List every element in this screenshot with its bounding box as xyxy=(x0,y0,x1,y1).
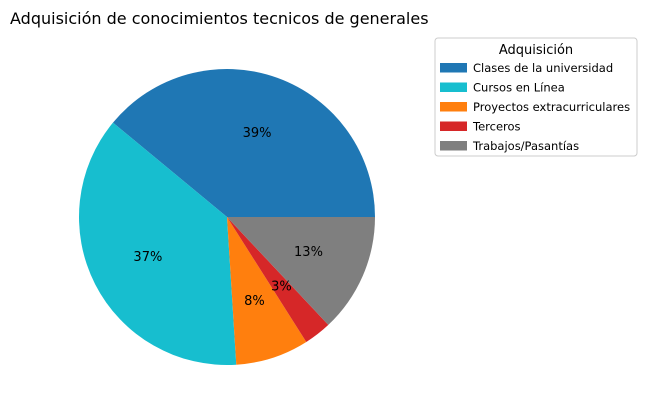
legend-label-5: Trabajos/Pasantías xyxy=(472,139,579,153)
pie-percent-label-4: 3% xyxy=(271,280,292,295)
pie-percent-labels: 39% 37% 8% 3% 13% xyxy=(133,126,323,309)
legend-label-3: Proyectos extracurriculares xyxy=(473,100,630,114)
legend-items: Clases de la universidad Cursos en Línea P… xyxy=(440,61,630,153)
pie-slice-3 xyxy=(227,217,307,365)
pie-percent-label-5: 13% xyxy=(294,245,323,260)
legend-swatch-4 xyxy=(440,121,467,131)
chart-title: Adquisición de conocimientos tecnicos de… xyxy=(10,9,429,28)
legend-label-2: Cursos en Línea xyxy=(473,81,565,95)
legend: Adquisición Clases de la universidad Curs… xyxy=(434,37,638,157)
legend-swatch-5 xyxy=(440,141,467,151)
pie-percent-label-3: 8% xyxy=(244,294,265,309)
pie-percent-label-2: 37% xyxy=(133,250,162,265)
legend-frame xyxy=(434,37,638,157)
pie-slice-4 xyxy=(227,217,329,342)
legend-label-4: Terceros xyxy=(472,120,521,134)
pie-slice-1 xyxy=(112,68,375,217)
pie-slices xyxy=(79,68,375,365)
legend-title: Adquisición xyxy=(499,43,573,58)
legend-swatch-1 xyxy=(440,63,467,73)
pie-slice-5 xyxy=(227,217,375,325)
legend-swatch-2 xyxy=(440,82,467,92)
pie-percent-label-1: 39% xyxy=(243,126,272,141)
legend-label-1: Clases de la universidad xyxy=(473,61,613,75)
legend-swatch-3 xyxy=(440,102,467,112)
pie-slice-2 xyxy=(79,122,237,365)
